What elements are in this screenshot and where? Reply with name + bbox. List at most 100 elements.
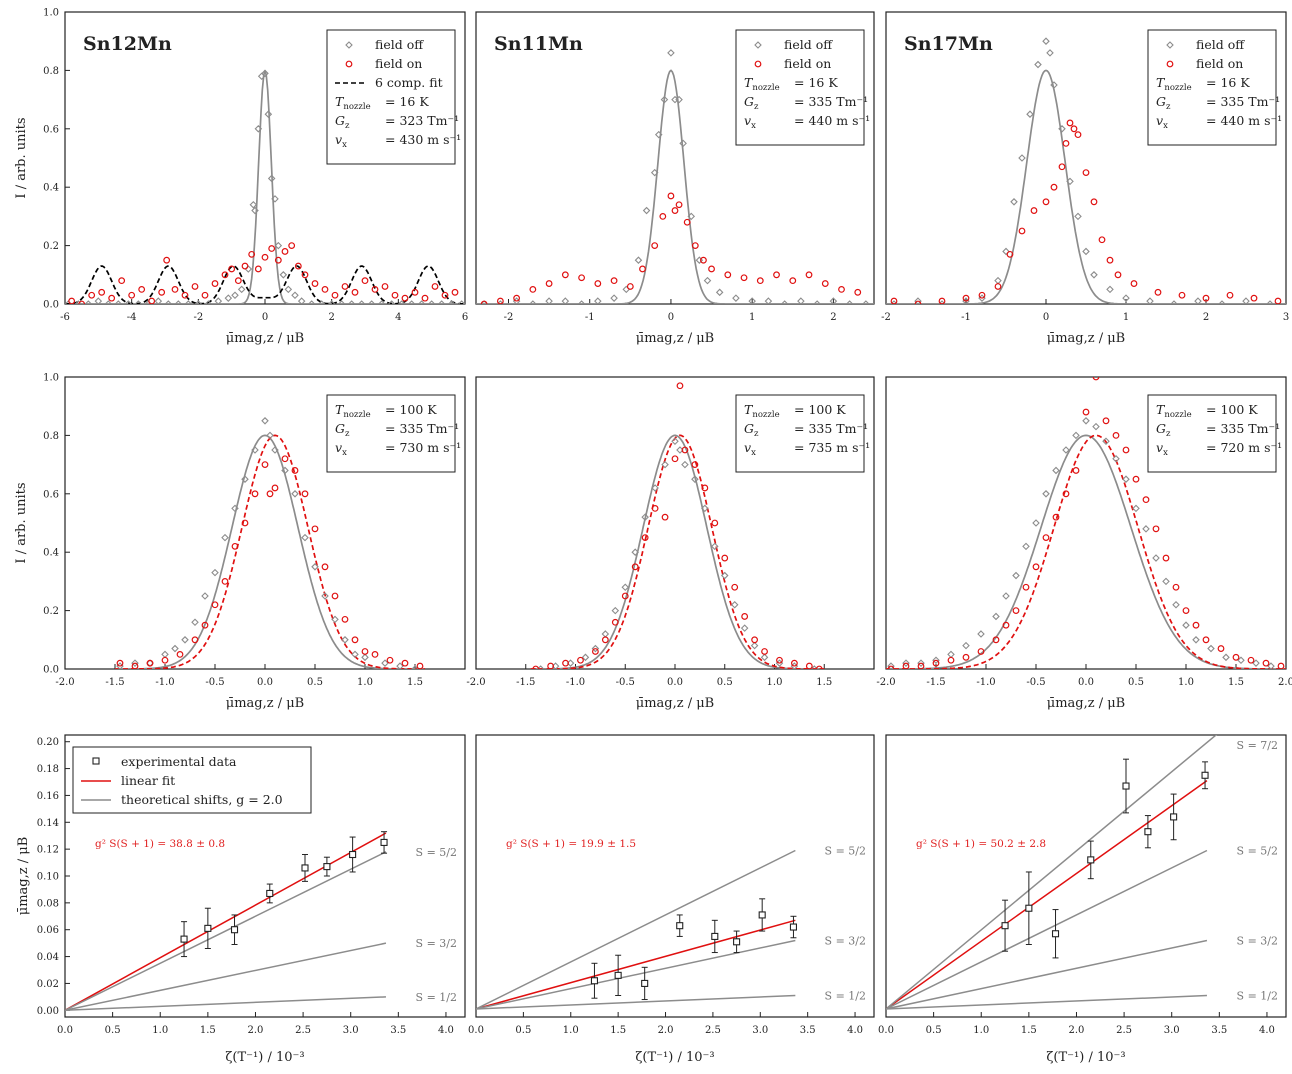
data-point-off	[577, 300, 586, 304]
data-point-off	[601, 630, 610, 638]
data-point-off	[887, 662, 895, 669]
x-tick-label: -1.0	[976, 677, 995, 688]
fit-curve	[65, 265, 465, 304]
data-point-on	[321, 286, 329, 293]
data-point-on	[451, 288, 459, 296]
data-point-off	[1112, 454, 1120, 463]
data-point-on	[691, 461, 699, 469]
data-point-off	[341, 636, 349, 644]
data-point-off	[1092, 422, 1100, 431]
data-point-on	[146, 659, 154, 667]
data-point-on	[1022, 583, 1030, 591]
data-point-on	[1042, 198, 1050, 206]
legend-param: vx = 730 m s⁻¹	[335, 440, 461, 458]
y-tick-label: 0.4	[43, 183, 59, 194]
data-point-off	[862, 300, 870, 304]
data-point-off	[1012, 571, 1020, 580]
x-tick-label: -1.0	[566, 677, 585, 688]
legend-entry: theoretical shifts, g = 2.0	[121, 792, 283, 807]
data-point-off	[780, 300, 789, 304]
data-point-off	[1192, 636, 1200, 644]
legend-box	[735, 29, 865, 146]
param-symbol: v	[1156, 440, 1163, 455]
data-point-on	[371, 286, 379, 293]
linear-fit-line	[886, 780, 1208, 1010]
legend-box	[1147, 394, 1277, 473]
x-tick-label: 3.0	[1164, 1025, 1180, 1036]
x-tick-label: 1.5	[1228, 677, 1244, 688]
x-axis-label: μ̄mag,z / μB	[1047, 331, 1125, 346]
data-point	[301, 864, 309, 872]
fit-result-label: g² S(S + 1) = 38.8 ± 0.8	[95, 838, 225, 850]
data-point-on	[248, 250, 256, 258]
param-value: = 440 m s⁻¹	[1206, 113, 1282, 128]
data-point-on	[977, 648, 985, 655]
x-axis-label: μ̄mag,z / μB	[1047, 696, 1125, 711]
data-point-on	[1130, 280, 1138, 287]
data-point-on	[294, 262, 302, 270]
data-point-off	[387, 300, 396, 304]
param-symbol: G	[1156, 421, 1166, 436]
param-value: = 16 K	[794, 75, 838, 90]
data-point-on	[667, 192, 675, 200]
data-point	[1025, 904, 1033, 912]
data-point-off	[1207, 644, 1215, 653]
data-point-on	[601, 636, 609, 644]
theory-line	[476, 994, 796, 1010]
data-point-off	[271, 446, 279, 454]
data-point-on	[626, 283, 634, 290]
data-point-off	[529, 300, 537, 304]
data-point-off	[1132, 504, 1140, 513]
data-point-off	[667, 49, 675, 57]
data-point-off	[992, 612, 1000, 621]
data-point-on	[416, 662, 424, 669]
data-point-on	[68, 297, 76, 304]
fit-curve	[530, 434, 825, 669]
data-point-off	[84, 300, 93, 304]
data-point-on	[547, 662, 555, 669]
x-tick-label: 2.0	[1278, 677, 1292, 688]
chart-p8: 0.0 0.5 1.0 1.5 2.0 2.5 3.0 3.5 4.0 ζ(T⁻¹) / 10⁻³…	[468, 734, 875, 1065]
legend-param: Gz = 323 Tm⁻¹	[335, 113, 459, 131]
data-point-off	[131, 659, 139, 667]
legend-entry: field on	[375, 56, 422, 71]
param-value: = 100 K	[385, 402, 437, 417]
x-tick-label: 2	[328, 312, 334, 323]
data-point-on	[1018, 227, 1026, 235]
data-point-off	[651, 484, 659, 492]
param-value: = 335 Tm⁻¹	[1206, 421, 1280, 436]
data-point-on	[805, 662, 813, 669]
data-point-off	[715, 288, 724, 297]
data-point-on	[1152, 525, 1160, 533]
data-point-on	[631, 563, 639, 571]
data-point-on	[671, 455, 679, 463]
y-tick-label: 0.08	[37, 898, 59, 909]
data-point-on	[1072, 467, 1080, 474]
data-point	[180, 935, 188, 943]
data-point-on	[641, 534, 649, 541]
data-point-on	[592, 648, 599, 655]
param-value: = 335 Tm⁻¹	[385, 421, 459, 436]
x-tick-label: 2	[830, 312, 836, 323]
data-point-on	[480, 300, 488, 304]
data-point-off	[301, 533, 309, 542]
param-subscript: x	[751, 448, 756, 458]
x-axis-label: μ̄mag,z / μB	[226, 331, 304, 346]
data-point-off	[291, 291, 299, 300]
param-subscript: x	[342, 140, 347, 150]
data-point-on	[691, 242, 699, 250]
data-point-on	[992, 636, 1000, 644]
param-subscript: z	[754, 102, 759, 112]
data-point-off	[191, 618, 199, 627]
data-point-off	[634, 256, 643, 264]
chart-p2: -2 -1 0 1 2 μ̄mag,z / μB Sn11Mn field off field …	[475, 11, 875, 346]
fit-result-label: g² S(S + 1) = 50.2 ± 2.8	[916, 838, 1046, 850]
data-point-off	[231, 291, 239, 300]
data-point-off	[660, 95, 669, 104]
param-subscript: x	[342, 448, 347, 458]
data-point-off	[703, 276, 712, 285]
legend-entry: linear fit	[121, 773, 175, 788]
data-point-off	[1142, 525, 1150, 533]
data-point-off	[730, 600, 739, 609]
data-point-off	[249, 200, 258, 209]
